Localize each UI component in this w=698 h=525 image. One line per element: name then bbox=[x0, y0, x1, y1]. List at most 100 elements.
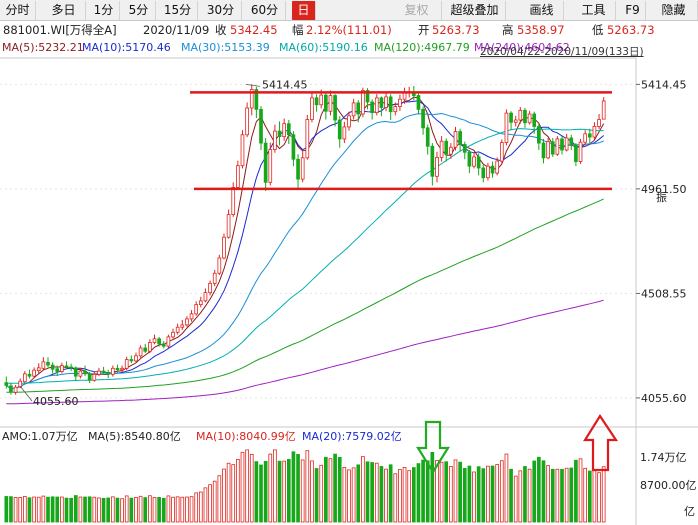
period-button-5[interactable]: 30分 bbox=[200, 1, 242, 20]
volume-bar bbox=[32, 496, 36, 523]
candle-body bbox=[273, 130, 277, 150]
candle bbox=[583, 130, 587, 146]
period-button-8[interactable]: 复权 bbox=[392, 1, 442, 20]
volume-bar bbox=[73, 495, 78, 523]
volume-bar bbox=[537, 456, 541, 523]
volume-title: AMO:1.07万亿 bbox=[2, 430, 78, 443]
volume-bar bbox=[472, 471, 476, 523]
period-button-11[interactable]: 工具 bbox=[572, 1, 616, 20]
candle bbox=[555, 136, 560, 156]
candle bbox=[236, 160, 240, 190]
volume-bar bbox=[148, 495, 152, 523]
volume-bar bbox=[314, 468, 319, 523]
period-button-6[interactable]: 60分 bbox=[244, 1, 286, 20]
volume-bar bbox=[69, 497, 73, 523]
volume-bar bbox=[249, 453, 254, 523]
candle bbox=[9, 383, 13, 395]
candle bbox=[578, 138, 583, 164]
volume-bar bbox=[23, 496, 27, 523]
candle-body bbox=[222, 236, 226, 259]
low-value: 5263.73 bbox=[607, 23, 655, 37]
volume-bar bbox=[282, 460, 286, 523]
candle bbox=[300, 151, 305, 183]
period-button-1[interactable]: 多日 bbox=[42, 1, 86, 20]
candle bbox=[273, 124, 277, 153]
candle-body bbox=[83, 370, 87, 375]
candle-body bbox=[259, 108, 263, 144]
period-button-9[interactable]: 超级叠加 bbox=[444, 1, 506, 20]
candle-body bbox=[254, 89, 259, 110]
ma10-line bbox=[6, 100, 605, 390]
volume-bar bbox=[226, 462, 231, 523]
period-button-12[interactable]: F9 bbox=[620, 1, 646, 20]
up-arrow-icon bbox=[583, 413, 619, 472]
candle-body bbox=[430, 145, 435, 177]
volume-bar bbox=[384, 468, 388, 523]
candle bbox=[550, 138, 555, 157]
volume-bar bbox=[138, 495, 143, 523]
candle-body bbox=[46, 361, 50, 366]
volume-bar bbox=[231, 464, 236, 523]
candle-body bbox=[541, 142, 546, 159]
volume-bar bbox=[245, 449, 249, 523]
volume-bar bbox=[467, 465, 472, 523]
period-button-4[interactable]: 15分 bbox=[158, 1, 198, 20]
volume-bar bbox=[411, 467, 416, 523]
volume-bar bbox=[601, 466, 606, 523]
volume-bar bbox=[60, 496, 64, 523]
volume-bar bbox=[532, 460, 537, 523]
candle-body bbox=[110, 367, 115, 375]
candle-body bbox=[120, 367, 124, 371]
price-axis: 5414.45 4961.50 4508.55 4055.60 振 1.74万亿 8700.… bbox=[636, 78, 697, 518]
low-marker-pointer bbox=[19, 385, 33, 402]
volume-bar bbox=[495, 464, 500, 523]
candle bbox=[27, 369, 32, 379]
volume-bar bbox=[180, 496, 185, 523]
volume-bar bbox=[513, 475, 518, 523]
high-marker-pointer bbox=[245, 83, 261, 87]
candle bbox=[347, 111, 351, 131]
volume-bar bbox=[286, 459, 291, 523]
volume-bar bbox=[351, 467, 356, 523]
candle bbox=[157, 336, 161, 347]
volume-bar bbox=[509, 468, 513, 523]
volume-bar bbox=[120, 498, 124, 523]
volume-bar bbox=[421, 459, 425, 523]
candle bbox=[217, 254, 222, 276]
period-button-3[interactable]: 5分 bbox=[122, 1, 156, 20]
candle bbox=[208, 280, 212, 296]
volume-bar bbox=[236, 458, 240, 523]
volume-bar bbox=[203, 487, 208, 523]
candle bbox=[171, 328, 175, 339]
volume-bar bbox=[476, 466, 481, 523]
volume-bar bbox=[458, 461, 462, 523]
candle-body bbox=[314, 97, 319, 106]
period-button-0[interactable]: 分时 bbox=[0, 1, 36, 20]
volume-bar bbox=[518, 470, 523, 523]
candle-body bbox=[217, 257, 222, 274]
period-button-7[interactable]: 日 bbox=[292, 1, 316, 20]
candle bbox=[356, 100, 361, 123]
candle bbox=[439, 136, 444, 162]
volume-bar bbox=[407, 470, 412, 523]
candle bbox=[32, 367, 36, 378]
candle-body bbox=[171, 331, 175, 338]
volume-bar bbox=[268, 453, 273, 523]
period-button-2[interactable]: 1分 bbox=[88, 1, 120, 20]
candle bbox=[110, 365, 115, 377]
candle bbox=[83, 365, 87, 377]
candle bbox=[268, 142, 273, 186]
candle bbox=[435, 151, 439, 183]
candle-body bbox=[161, 343, 166, 347]
candle bbox=[282, 118, 286, 141]
ma120-legend: MA(120):4967.79 bbox=[374, 41, 470, 54]
candle bbox=[560, 136, 564, 155]
candle-body bbox=[578, 141, 583, 162]
candle bbox=[370, 99, 374, 120]
period-button-10[interactable]: 画线 bbox=[520, 1, 564, 20]
candle-body bbox=[537, 126, 541, 144]
candle bbox=[310, 92, 314, 123]
candle-body bbox=[138, 347, 143, 357]
volume-bar bbox=[328, 458, 333, 523]
